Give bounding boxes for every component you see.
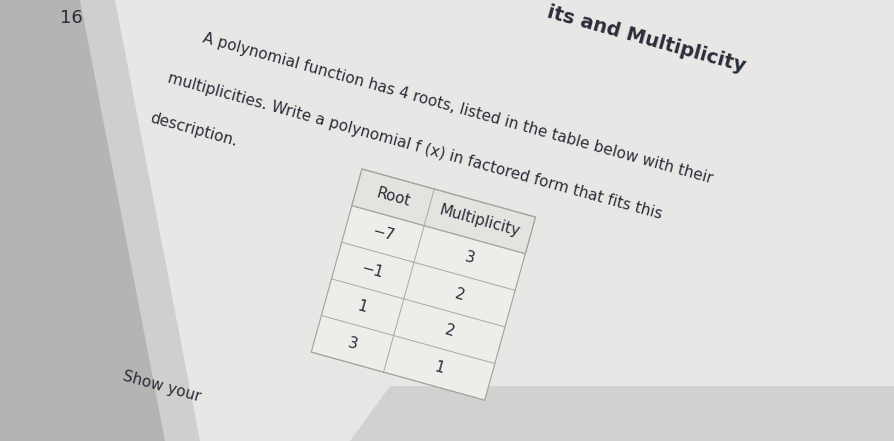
Text: 1: 1 [433,359,446,376]
Polygon shape [0,0,200,441]
Text: multiplicities. Write a polynomial f (x) in factored form that fits this: multiplicities. Write a polynomial f (x)… [166,71,664,222]
Text: Root: Root [375,186,412,209]
Text: Show your: Show your [121,369,203,405]
Polygon shape [80,0,200,441]
Polygon shape [311,169,536,400]
Text: 2: 2 [443,323,456,340]
Text: description.: description. [148,111,239,149]
Text: Multiplicity: Multiplicity [438,203,522,240]
Polygon shape [350,386,894,441]
Text: A polynomial function has 4 roots, listed in the table below with their: A polynomial function has 4 roots, liste… [201,31,714,187]
Text: 3: 3 [463,250,477,266]
Text: −7: −7 [370,224,396,244]
Polygon shape [95,0,894,441]
Text: its and Multiplicity: its and Multiplicity [545,3,747,76]
Polygon shape [110,0,894,441]
Text: 16: 16 [60,9,83,27]
Text: 2: 2 [453,286,466,303]
Text: −1: −1 [360,260,385,281]
Text: 3: 3 [346,335,359,352]
Text: 1: 1 [356,299,369,316]
Polygon shape [352,169,536,254]
